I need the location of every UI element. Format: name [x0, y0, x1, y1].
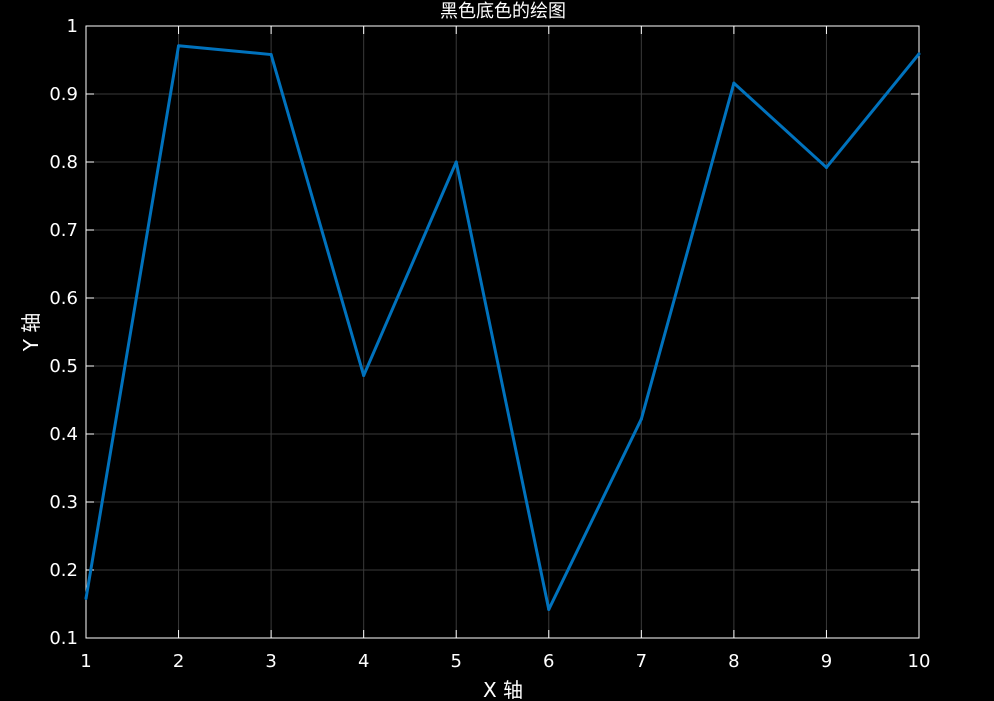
- data-point: [824, 165, 828, 169]
- x-tick-label: 6: [543, 651, 554, 672]
- data-point: [917, 52, 921, 56]
- y-tick-label: 0.5: [49, 356, 78, 377]
- y-axis-label: Y 轴: [19, 313, 43, 353]
- data-point: [732, 81, 736, 85]
- x-tick-label: 1: [80, 651, 91, 672]
- y-tick-label: 0.3: [49, 492, 78, 513]
- y-tick-label: 0.2: [49, 560, 78, 581]
- y-tick-label: 0.8: [49, 152, 78, 173]
- y-tick-label: 0.4: [49, 424, 78, 445]
- y-tick-label: 0.1: [49, 628, 78, 649]
- data-point: [639, 417, 643, 421]
- y-tick-label: 0.7: [49, 220, 78, 241]
- x-tick-label: 9: [821, 651, 832, 672]
- data-point: [269, 53, 273, 57]
- series-line: [84, 44, 921, 611]
- y-tick-label: 1: [67, 16, 78, 37]
- x-tick-label: 4: [358, 651, 369, 672]
- x-tick-label: 8: [728, 651, 739, 672]
- tick-labels: 1 2 3 4 5 6 7 8 9 10 0.1 0.2 0.3 0.4 0.5 0.6 0.7 0.8 0.9 1: [49, 16, 930, 672]
- axes: [85, 25, 920, 639]
- x-tick-label: 5: [450, 651, 461, 672]
- chart-title: 黑色底色的绘图: [440, 1, 566, 22]
- x-tick-label: 10: [908, 651, 931, 672]
- data-point: [454, 160, 458, 164]
- data-point: [84, 597, 88, 601]
- x-axis-label: X 轴: [483, 678, 523, 701]
- data-point: [177, 44, 181, 48]
- data-point: [362, 374, 366, 378]
- x-tick-label: 7: [636, 651, 647, 672]
- y-tick-label: 0.6: [49, 288, 78, 309]
- tick-marks: [85, 25, 920, 639]
- axes-box: [85, 25, 920, 639]
- series-group: [84, 44, 921, 611]
- x-tick-label: 3: [265, 651, 276, 672]
- y-tick-label: 0.9: [49, 84, 78, 105]
- x-tick-label: 2: [173, 651, 184, 672]
- data-point: [547, 607, 551, 611]
